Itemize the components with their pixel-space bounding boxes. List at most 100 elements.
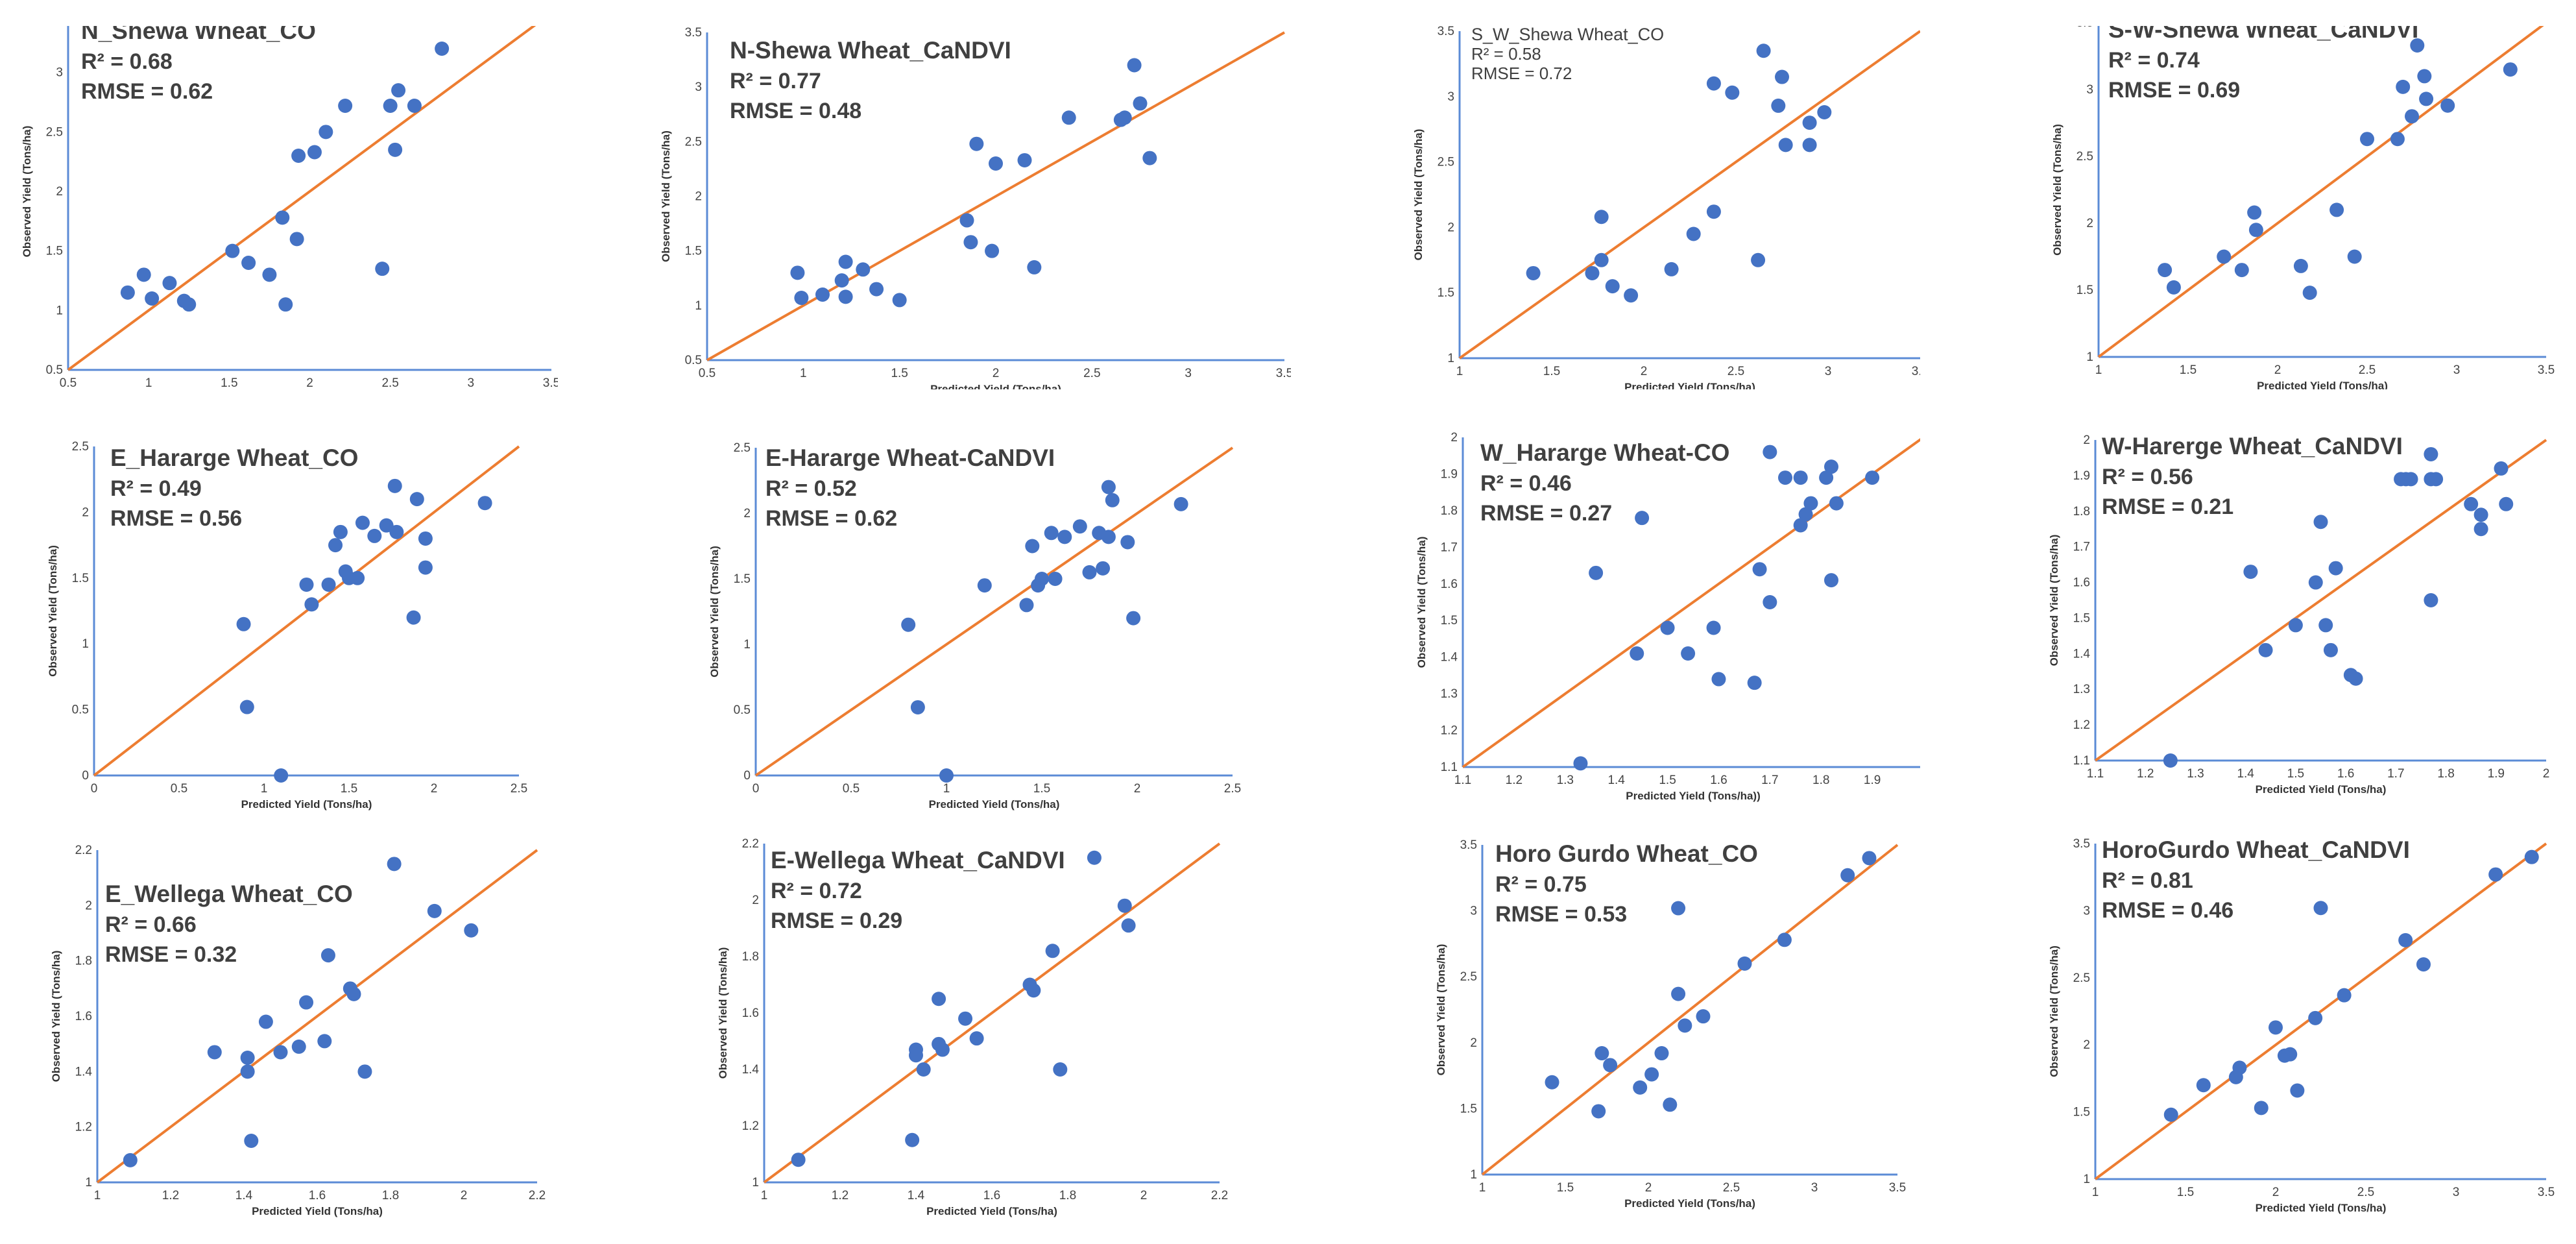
y-tick-label: 1.5 bbox=[72, 572, 89, 585]
y-tick-label: 3.5 bbox=[685, 26, 702, 40]
data-point bbox=[1101, 480, 1116, 494]
data-point bbox=[2494, 461, 2509, 476]
data-point bbox=[1174, 496, 1188, 511]
data-point bbox=[1589, 565, 1604, 580]
data-point bbox=[935, 1042, 950, 1057]
x-tick-label: 3.5 bbox=[1276, 367, 1291, 380]
rmse-label: RMSE = 0.56 bbox=[110, 506, 242, 531]
chart-title: Horo Gurdo Wheat_CO bbox=[1495, 840, 1758, 867]
data-point bbox=[1751, 252, 1766, 267]
one-to-one-line bbox=[1458, 30, 1920, 360]
y-tick-label: 3.5 bbox=[2076, 26, 2093, 30]
rmse-label: RMSE = 0.53 bbox=[1495, 902, 1627, 927]
x-axis-label: Predicted Yield (Tons/ha)) bbox=[1626, 790, 1761, 802]
data-point bbox=[477, 496, 492, 511]
x-tick-label: 1.3 bbox=[2187, 767, 2204, 781]
data-point bbox=[2464, 496, 2479, 511]
x-axis-label: Predicted Yield (Tons/ha) bbox=[929, 798, 1060, 811]
data-point bbox=[258, 1014, 273, 1029]
y-tick-label: 2 bbox=[695, 190, 702, 204]
data-point bbox=[375, 262, 390, 276]
data-point bbox=[275, 210, 290, 225]
x-tick-label: 1.9 bbox=[1864, 774, 1881, 787]
data-point bbox=[1763, 445, 1777, 459]
data-point bbox=[207, 1045, 222, 1060]
data-point bbox=[1654, 1046, 1669, 1061]
x-axis-label: Predicted Yield (Tons/ha) bbox=[2256, 1202, 2387, 1214]
y-tick-label: 1.5 bbox=[2073, 1106, 2090, 1119]
data-point bbox=[409, 492, 424, 507]
data-point bbox=[2318, 618, 2333, 633]
x-tick-label: 2 bbox=[1140, 1189, 1148, 1202]
data-point bbox=[262, 267, 277, 282]
data-point bbox=[2269, 1020, 2283, 1035]
data-point bbox=[1664, 262, 1679, 276]
y-tick-label: 1.6 bbox=[75, 1010, 92, 1023]
one-to-one-line bbox=[2097, 26, 2544, 358]
data-point bbox=[2337, 988, 2352, 1003]
y-tick-label: 2 bbox=[85, 899, 92, 912]
data-point bbox=[2499, 496, 2514, 511]
data-point bbox=[1756, 43, 1771, 58]
x-tick-label: 1.6 bbox=[983, 1189, 1000, 1202]
r-squared-label: R² = 0.77 bbox=[730, 69, 821, 93]
y-tick-label: 2.5 bbox=[1460, 970, 1477, 984]
data-point bbox=[1019, 598, 1034, 613]
data-point bbox=[1026, 983, 1041, 998]
y-tick-label: 0.5 bbox=[685, 354, 702, 367]
y-axis-label: Observed Yield (Tons/ha) bbox=[1435, 944, 1447, 1076]
chart-title: S_W_Shewa Wheat_CO bbox=[1471, 26, 1664, 44]
x-tick-label: 1.6 bbox=[1710, 774, 1727, 787]
one-to-one-line bbox=[67, 26, 536, 371]
y-tick-label: 1.9 bbox=[2073, 469, 2090, 483]
x-tick-label: 1.4 bbox=[1607, 774, 1625, 787]
x-tick-label: 2.2 bbox=[529, 1189, 546, 1202]
y-tick-label: 1.5 bbox=[685, 245, 702, 258]
x-tick-label: 1.2 bbox=[1506, 774, 1523, 787]
y-tick-label: 1.4 bbox=[2073, 647, 2091, 661]
data-point bbox=[1585, 265, 1600, 280]
x-tick-label: 1 bbox=[800, 367, 807, 380]
data-point bbox=[1798, 507, 1813, 522]
y-tick-label: 1.5 bbox=[1460, 1102, 1477, 1116]
y-tick-label: 1.7 bbox=[2073, 541, 2090, 554]
x-tick-label: 0 bbox=[752, 782, 760, 796]
data-point bbox=[1545, 1075, 1559, 1090]
data-point bbox=[236, 616, 251, 631]
x-tick-label: 3.5 bbox=[2538, 363, 2555, 377]
data-point bbox=[1725, 85, 1740, 100]
x-tick-label: 1.5 bbox=[1543, 365, 1560, 378]
data-point bbox=[2410, 38, 2425, 53]
x-tick-label: 1.1 bbox=[1454, 774, 1471, 787]
scatter-panel-7: 1.1 1.2 1.3 1.4 1.5 1.6 1.7 1.8 1.9 2 1.1 1.2 1.3 1.4… bbox=[1415, 431, 1920, 802]
x-tick-label: 1.8 bbox=[1059, 1189, 1076, 1202]
data-point bbox=[2424, 446, 2438, 461]
x-tick-label: 1.3 bbox=[1557, 774, 1574, 787]
data-point bbox=[350, 570, 365, 585]
data-point bbox=[2196, 1078, 2211, 1093]
x-tick-label: 2.5 bbox=[1723, 1181, 1740, 1195]
data-point bbox=[182, 297, 197, 312]
x-tick-label: 3.5 bbox=[1912, 365, 1920, 378]
chart-title: N-Shewa Wheat_CaNDVI bbox=[730, 37, 1011, 64]
data-point bbox=[1630, 646, 1644, 661]
data-point bbox=[2302, 286, 2317, 300]
data-point bbox=[435, 42, 450, 56]
scatter-panel-4: 1 1.5 2 2.5 3 3.5 1 1.5 2 2.5 3 3.5 Predicted Yield … bbox=[2051, 26, 2555, 389]
data-point bbox=[1752, 562, 1767, 577]
x-tick-label: 3 bbox=[468, 376, 475, 389]
data-point bbox=[1763, 595, 1777, 609]
r-squared-label: R² = 0.66 bbox=[105, 912, 197, 937]
y-tick-label: 1.9 bbox=[1441, 467, 1458, 481]
chart-title: S-W-Shewa Wheat_CaNDVI bbox=[2108, 26, 2418, 43]
data-point bbox=[2243, 565, 2258, 579]
x-tick-label: 1.7 bbox=[1761, 774, 1778, 787]
rmse-label: RMSE = 0.48 bbox=[730, 99, 861, 123]
y-tick-label: 1.4 bbox=[742, 1063, 760, 1077]
y-tick-label: 1 bbox=[1447, 352, 1454, 365]
data-point bbox=[1126, 611, 1141, 626]
y-tick-label: 0 bbox=[743, 769, 751, 783]
y-axis-label: Observed Yield (Tons/ha) bbox=[2051, 124, 2064, 256]
x-tick-label: 1 bbox=[261, 782, 268, 796]
